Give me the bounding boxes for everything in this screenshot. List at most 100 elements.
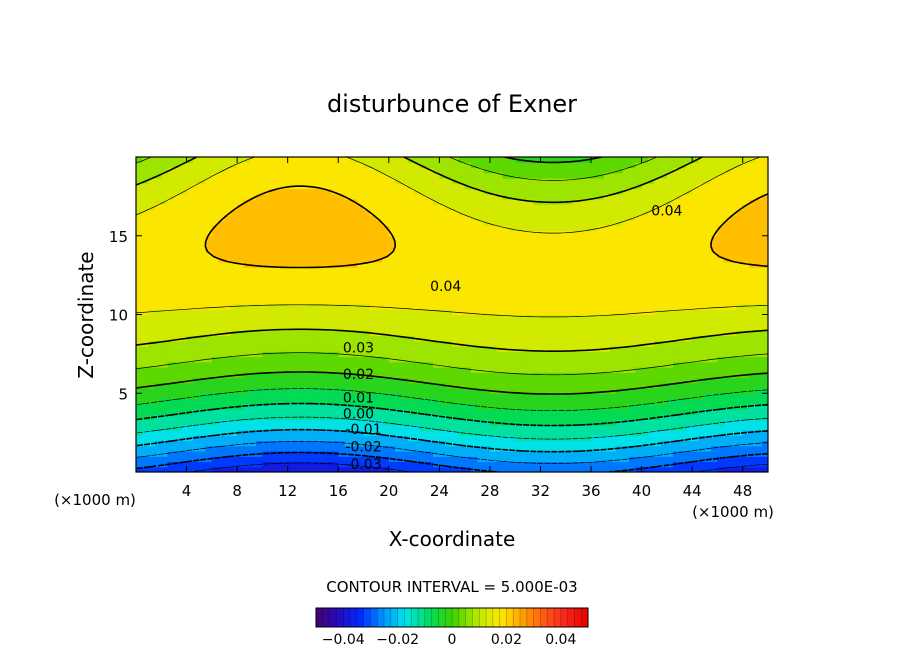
field-cell — [294, 330, 301, 337]
field-cell — [622, 162, 630, 169]
field-cell — [401, 456, 409, 463]
field-cell — [218, 456, 226, 463]
field-cell — [470, 314, 478, 321]
field-cell — [521, 445, 529, 452]
field-cell — [508, 314, 516, 321]
field-cell — [173, 283, 181, 289]
field-cell — [224, 193, 232, 200]
field-cell — [338, 256, 346, 263]
field-cell — [458, 235, 466, 242]
field-cell — [312, 424, 320, 431]
field-cell — [218, 272, 226, 279]
field-cell — [312, 262, 320, 268]
field-cell — [395, 356, 403, 363]
field-cell — [420, 430, 428, 436]
field-cell — [142, 235, 150, 242]
field-cell — [281, 435, 289, 442]
field-cell — [527, 277, 535, 284]
field-cell — [256, 377, 263, 384]
field-cell — [540, 451, 548, 457]
field-cell — [527, 183, 535, 190]
field-cell — [534, 325, 542, 331]
field-cell — [622, 309, 630, 316]
field-cell — [534, 377, 542, 384]
field-cell — [616, 214, 624, 221]
field-cell — [464, 356, 472, 363]
field-cell — [496, 209, 504, 216]
field-cell — [281, 214, 289, 221]
field-cell — [192, 251, 200, 258]
field-cell — [249, 230, 257, 237]
field-cell — [186, 193, 194, 200]
field-cell — [565, 162, 573, 169]
field-cell — [578, 220, 586, 226]
field-cell — [256, 204, 263, 211]
field-cell — [458, 367, 466, 373]
field-cell — [572, 214, 579, 221]
field-cell — [654, 319, 662, 326]
field-cell — [496, 262, 504, 268]
field-cell — [294, 367, 301, 373]
field-cell — [414, 330, 421, 337]
field-cell — [300, 451, 308, 457]
field-cell — [591, 372, 598, 379]
field-cell — [458, 267, 466, 274]
field-cell — [584, 256, 592, 263]
field-cell — [420, 377, 428, 384]
field-cell — [331, 440, 339, 447]
field-cell — [350, 466, 358, 472]
field-cell — [281, 298, 289, 305]
field-cell — [458, 204, 466, 211]
field-cell — [515, 466, 523, 472]
field-cell — [603, 293, 611, 300]
field-cell — [357, 167, 365, 174]
field-cell — [180, 309, 188, 316]
field-cell — [578, 445, 586, 452]
field-cell — [477, 351, 485, 358]
field-cell — [230, 309, 238, 316]
field-cell — [224, 398, 232, 405]
field-cell — [376, 409, 384, 415]
field-cell — [148, 230, 156, 237]
field-cell — [173, 340, 181, 347]
field-cell — [256, 167, 263, 174]
field-cell — [319, 309, 327, 316]
field-cell — [610, 209, 617, 216]
field-cell — [458, 461, 466, 468]
field-cell — [654, 351, 662, 358]
field-cell — [262, 382, 270, 389]
field-cell — [199, 251, 207, 258]
field-cell — [452, 382, 459, 389]
field-cell — [521, 183, 529, 190]
field-cell — [597, 304, 605, 310]
field-cell — [445, 209, 453, 216]
field-cell — [477, 346, 485, 352]
field-cell — [616, 314, 624, 321]
field-cell — [414, 172, 421, 179]
field-cell — [508, 241, 516, 247]
field-cell — [154, 377, 162, 384]
field-cell — [616, 346, 624, 352]
field-cell — [502, 246, 510, 253]
field-cell — [647, 288, 655, 295]
field-cell — [281, 403, 289, 410]
field-cell — [350, 330, 358, 337]
field-cell — [439, 330, 447, 337]
field-cell — [616, 188, 624, 195]
field-cell — [142, 162, 150, 169]
field-cell — [470, 178, 478, 184]
field-cell — [534, 424, 542, 431]
field-cell — [395, 209, 403, 216]
field-cell — [445, 267, 453, 274]
field-cell — [167, 199, 175, 205]
field-cell — [654, 272, 662, 279]
field-cell — [546, 235, 554, 242]
field-cell — [527, 304, 535, 310]
field-cell — [515, 330, 523, 337]
field-cell — [420, 277, 428, 284]
field-cell — [565, 409, 573, 415]
field-cell — [287, 214, 295, 221]
field-cell — [173, 157, 181, 163]
field-cell — [572, 157, 579, 163]
field-cell — [306, 456, 314, 463]
